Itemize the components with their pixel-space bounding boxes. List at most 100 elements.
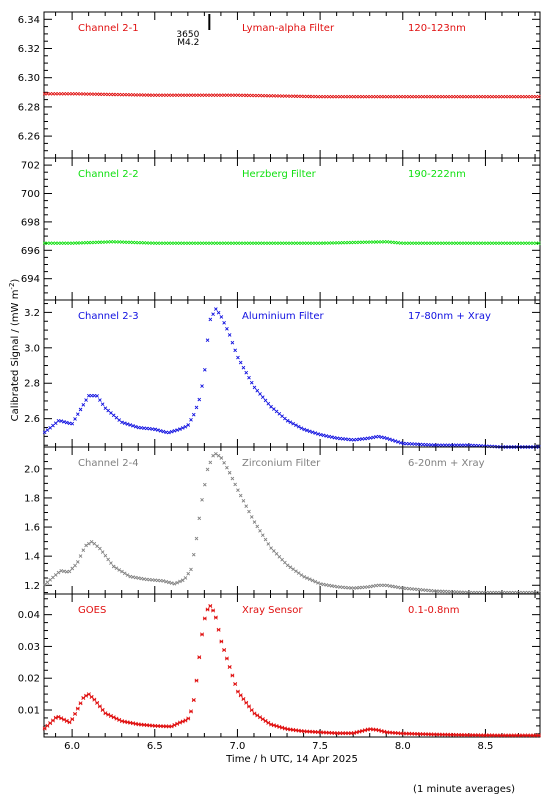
- data-point: [53, 573, 58, 577]
- data-point: [385, 436, 389, 441]
- data-point: [390, 438, 395, 442]
- data-point: [133, 424, 138, 429]
- data-point: [233, 241, 237, 246]
- data-point: [183, 93, 188, 98]
- data-point: [233, 93, 237, 98]
- data-point: [120, 569, 124, 574]
- data-point: [401, 241, 406, 246]
- data-point: [219, 456, 224, 460]
- data-point: [178, 427, 182, 431]
- y-tick-label: 702: [21, 161, 40, 172]
- data-point: [520, 241, 525, 246]
- band-label: 17-80nm + Xray: [408, 311, 491, 322]
- panel-frame: [43, 446, 541, 595]
- data-point: [357, 437, 362, 442]
- data-point: [222, 241, 226, 246]
- data-point: [335, 584, 340, 589]
- data-point: [534, 241, 538, 246]
- data-point: [321, 582, 326, 587]
- data-point: [178, 93, 182, 98]
- data-point: [354, 586, 359, 590]
- data-point: [374, 240, 378, 244]
- data-point: [252, 385, 257, 390]
- data-point: [481, 94, 486, 99]
- data-point: [95, 544, 99, 548]
- data-point: [443, 94, 447, 99]
- data-point: [434, 589, 439, 593]
- data-point: [136, 425, 141, 430]
- data-point: [313, 431, 318, 435]
- data-point: [178, 241, 182, 246]
- data-point: [244, 700, 249, 705]
- data-point: [445, 443, 450, 448]
- data-point: [100, 402, 105, 407]
- data-point: [64, 241, 69, 246]
- data-point: [131, 424, 135, 428]
- data-series: [42, 452, 541, 595]
- data-point: [147, 93, 152, 97]
- data-point: [100, 240, 105, 244]
- data-point: [249, 708, 254, 713]
- data-point: [225, 465, 229, 470]
- data-point: [354, 437, 359, 442]
- data-point: [48, 241, 53, 246]
- data-point: [321, 433, 326, 438]
- data-point: [147, 241, 152, 245]
- data-point: [78, 241, 83, 245]
- data-point: [495, 94, 500, 99]
- data-point: [111, 92, 116, 97]
- data-point: [258, 528, 262, 533]
- data-point: [106, 557, 110, 562]
- data-point: [255, 388, 260, 393]
- data-point: [440, 94, 445, 99]
- data-point: [191, 241, 196, 246]
- data-point: [186, 716, 191, 721]
- x-tick-label: 6.0: [64, 741, 80, 752]
- data-point: [490, 241, 494, 246]
- data-point: [147, 426, 152, 431]
- data-point: [227, 664, 232, 669]
- data-point: [92, 240, 97, 245]
- filter-label: Herzberg Filter: [242, 169, 317, 180]
- data-point: [139, 576, 144, 581]
- channel-label: Channel 2-4: [78, 458, 139, 469]
- data-point: [335, 436, 340, 441]
- data-point: [360, 437, 365, 441]
- data-point: [120, 420, 124, 425]
- data-point: [354, 94, 359, 99]
- data-point: [230, 476, 235, 481]
- data-point: [227, 333, 232, 337]
- data-point: [448, 241, 453, 246]
- y-tick-label: 3.2: [24, 308, 40, 319]
- data-point: [158, 93, 163, 98]
- data-point: [457, 94, 461, 99]
- data-point: [244, 241, 249, 246]
- data-point: [62, 419, 66, 424]
- data-point: [100, 92, 105, 97]
- data-point: [51, 91, 55, 96]
- data-point: [324, 241, 329, 245]
- x-tick-label: 8.0: [395, 741, 411, 752]
- data-point: [379, 435, 384, 439]
- data-point: [150, 93, 155, 97]
- data-point: [59, 91, 64, 96]
- data-point: [153, 241, 157, 246]
- data-point: [343, 585, 348, 590]
- data-point: [318, 241, 323, 246]
- data-point: [423, 94, 428, 99]
- data-point: [216, 453, 221, 458]
- data-point: [84, 543, 88, 548]
- data-point: [236, 355, 240, 360]
- data-point: [274, 552, 279, 556]
- data-point: [45, 580, 50, 585]
- data-point: [492, 241, 497, 246]
- data-point: [255, 241, 260, 246]
- data-point: [84, 398, 88, 402]
- data-point: [352, 240, 356, 245]
- data-point: [503, 94, 508, 99]
- band-label: 6-20nm + Xray: [408, 458, 485, 469]
- data-point: [537, 94, 541, 99]
- data-point: [200, 384, 204, 388]
- data-point: [89, 540, 94, 544]
- data-point: [216, 627, 221, 632]
